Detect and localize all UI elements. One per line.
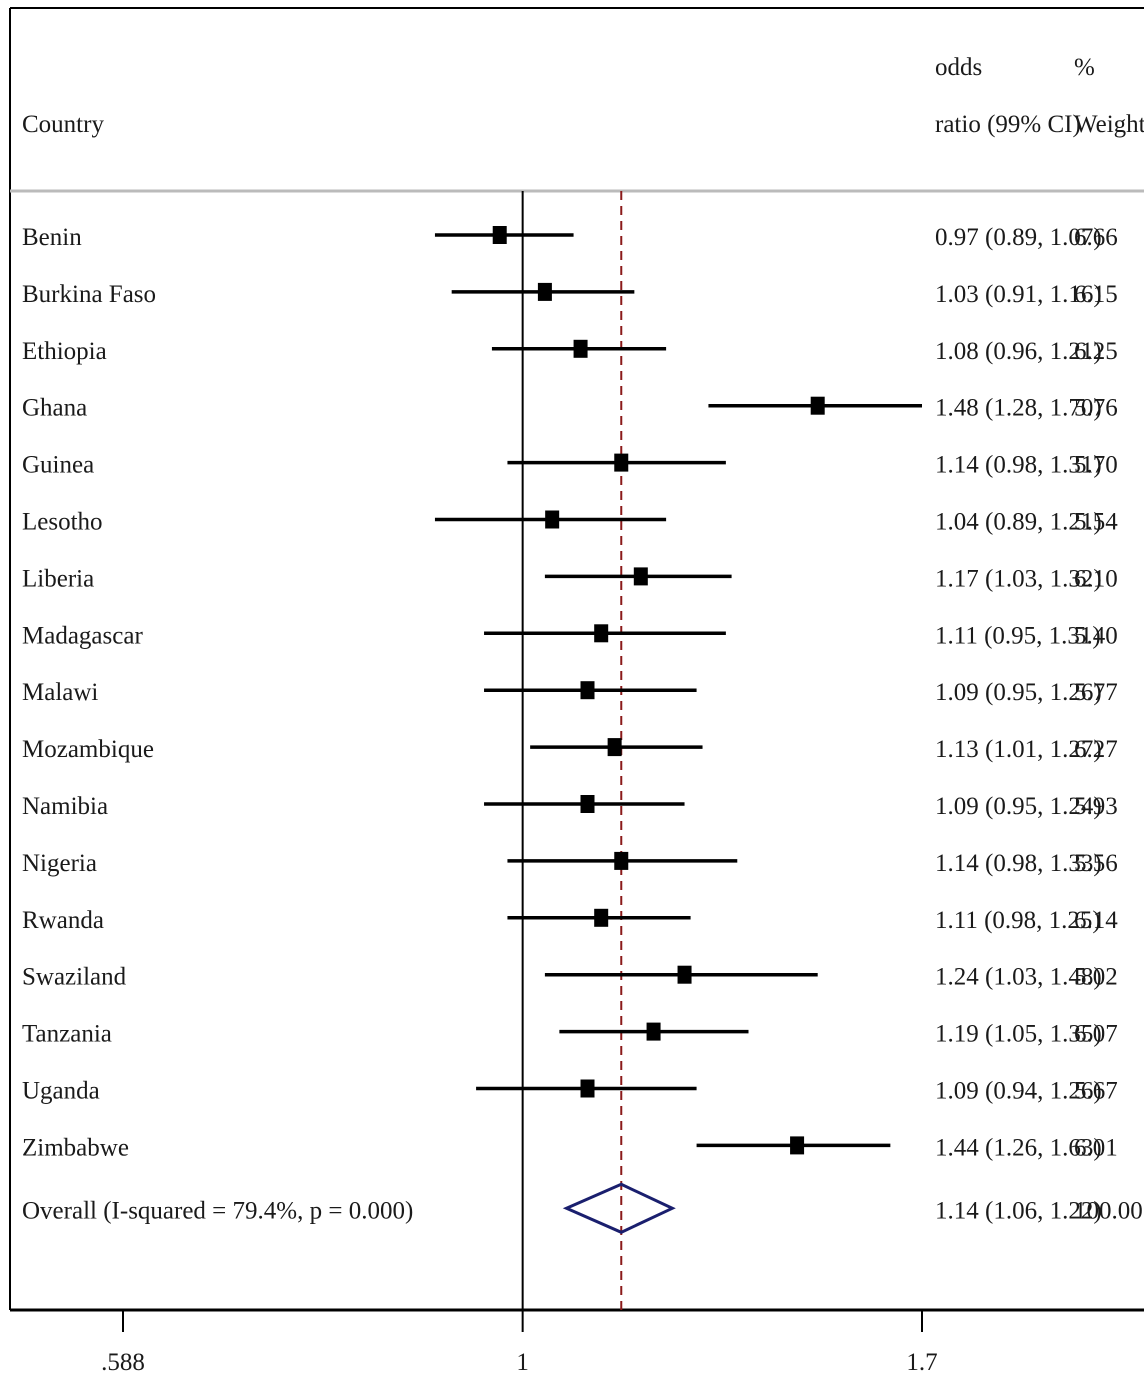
overall-diamond — [562, 1182, 676, 1234]
weight-text-12: 6.14 — [1074, 907, 1118, 934]
study-label-9: Mozambique — [22, 736, 154, 763]
weight-header-line1: % — [1074, 54, 1095, 81]
study-label-12: Rwanda — [22, 907, 104, 934]
weight-text-9: 6.27 — [1074, 736, 1118, 763]
or-ci-text-8: 1.09 (0.95, 1.26) — [935, 679, 1102, 706]
estimate-marker-0 — [492, 226, 507, 244]
estimate-marker-10 — [580, 795, 595, 813]
or-ci-text-9: 1.13 (1.01, 1.27) — [935, 736, 1102, 763]
or-ci-text-15: 1.09 (0.94, 1.26) — [935, 1078, 1102, 1105]
study-label-6: Liberia — [22, 565, 94, 592]
weight-text-10: 5.93 — [1074, 793, 1118, 820]
study-label-5: Lesotho — [22, 509, 103, 536]
or-ci-text-1: 1.03 (0.91, 1.16) — [935, 281, 1102, 308]
or-ci-text-3: 1.48 (1.28, 1.70) — [935, 395, 1102, 422]
weight-text-4: 5.70 — [1074, 452, 1118, 479]
country-header: Country — [22, 111, 104, 138]
estimate-marker-16 — [790, 1136, 805, 1155]
or-ci-text-4: 1.14 (0.98, 1.31) — [935, 452, 1102, 479]
estimate-marker-9 — [607, 738, 622, 757]
estimate-marker-11 — [614, 851, 629, 870]
weight-text-16: 6.01 — [1074, 1134, 1118, 1161]
study-label-3: Ghana — [22, 395, 87, 422]
study-label-15: Uganda — [22, 1078, 100, 1105]
study-label-7: Madagascar — [22, 622, 143, 649]
weight-text-7: 5.40 — [1074, 622, 1118, 649]
or-ci-text-10: 1.09 (0.95, 1.24) — [935, 793, 1102, 820]
study-label-2: Ethiopia — [22, 338, 107, 365]
weight-text-11: 5.56 — [1074, 850, 1118, 877]
estimate-marker-13 — [677, 965, 692, 984]
estimate-marker-3 — [810, 396, 825, 415]
estimate-marker-14 — [646, 1022, 661, 1041]
or-header-line1: odds — [935, 54, 982, 81]
or-header-line2: ratio (99% CI) — [935, 111, 1081, 138]
study-label-8: Malawi — [22, 679, 98, 706]
or-ci-text-2: 1.08 (0.96, 1.21) — [935, 338, 1102, 365]
study-label-16: Zimbabwe — [22, 1134, 129, 1161]
x-tick-label-0: .588 — [101, 1349, 145, 1375]
overall-or-ci-text: 1.14 (1.06, 1.22) — [935, 1197, 1102, 1224]
x-tick-label-2: 1.7 — [906, 1349, 937, 1375]
or-ci-text-0: 0.97 (0.89, 1.07) — [935, 224, 1102, 251]
estimate-marker-6 — [633, 567, 648, 586]
study-label-4: Guinea — [22, 452, 94, 479]
or-ci-text-16: 1.44 (1.26, 1.63) — [935, 1134, 1102, 1161]
overall-weight-text: 100.00 — [1074, 1197, 1143, 1224]
weight-text-15: 5.67 — [1074, 1078, 1118, 1105]
weight-header-line2: Weight — [1074, 111, 1144, 138]
estimate-marker-7 — [594, 624, 609, 643]
weight-text-8: 5.77 — [1074, 679, 1118, 706]
weight-text-5: 5.54 — [1074, 509, 1118, 536]
x-tick-label-1: 1 — [516, 1349, 529, 1375]
or-ci-text-11: 1.14 (0.98, 1.33) — [935, 850, 1102, 877]
weight-text-3: 5.76 — [1074, 395, 1118, 422]
weight-text-13: 5.02 — [1074, 964, 1118, 991]
estimate-marker-8 — [580, 681, 595, 700]
estimate-marker-12 — [594, 908, 609, 927]
weight-text-14: 6.07 — [1074, 1021, 1118, 1048]
study-label-13: Swaziland — [22, 964, 127, 991]
or-ci-text-14: 1.19 (1.05, 1.35) — [935, 1021, 1102, 1048]
weight-text-2: 6.25 — [1074, 338, 1118, 365]
x-axis: .588 1 1.7 — [101, 1310, 938, 1375]
study-rows: Benin 0.97 (0.89, 1.07)6.66 Burkina Faso 1.… — [22, 191, 1143, 1310]
estimate-marker-2 — [573, 339, 588, 358]
weight-text-1: 6.15 — [1074, 281, 1118, 308]
estimate-marker-15 — [580, 1079, 595, 1098]
or-ci-text-13: 1.24 (1.03, 1.48) — [935, 964, 1102, 991]
or-ci-text-6: 1.17 (1.03, 1.32) — [935, 565, 1102, 592]
study-label-14: Tanzania — [22, 1021, 112, 1048]
study-label-11: Nigeria — [22, 850, 97, 877]
estimate-marker-4 — [614, 453, 629, 472]
weight-text-6: 6.10 — [1074, 565, 1118, 592]
or-ci-text-12: 1.11 (0.98, 1.25) — [935, 907, 1101, 934]
overall-label: Overall (I-squared = 79.4%, p = 0.000) — [22, 1197, 413, 1224]
study-label-1: Burkina Faso — [22, 281, 156, 308]
study-label-10: Namibia — [22, 793, 108, 820]
weight-text-0: 6.66 — [1074, 224, 1118, 251]
estimate-marker-1 — [537, 282, 552, 301]
or-ci-text-7: 1.11 (0.95, 1.31) — [935, 622, 1101, 649]
study-label-0: Benin — [22, 224, 82, 251]
or-ci-text-5: 1.04 (0.89, 1.21) — [935, 509, 1102, 536]
estimate-marker-5 — [545, 510, 560, 529]
